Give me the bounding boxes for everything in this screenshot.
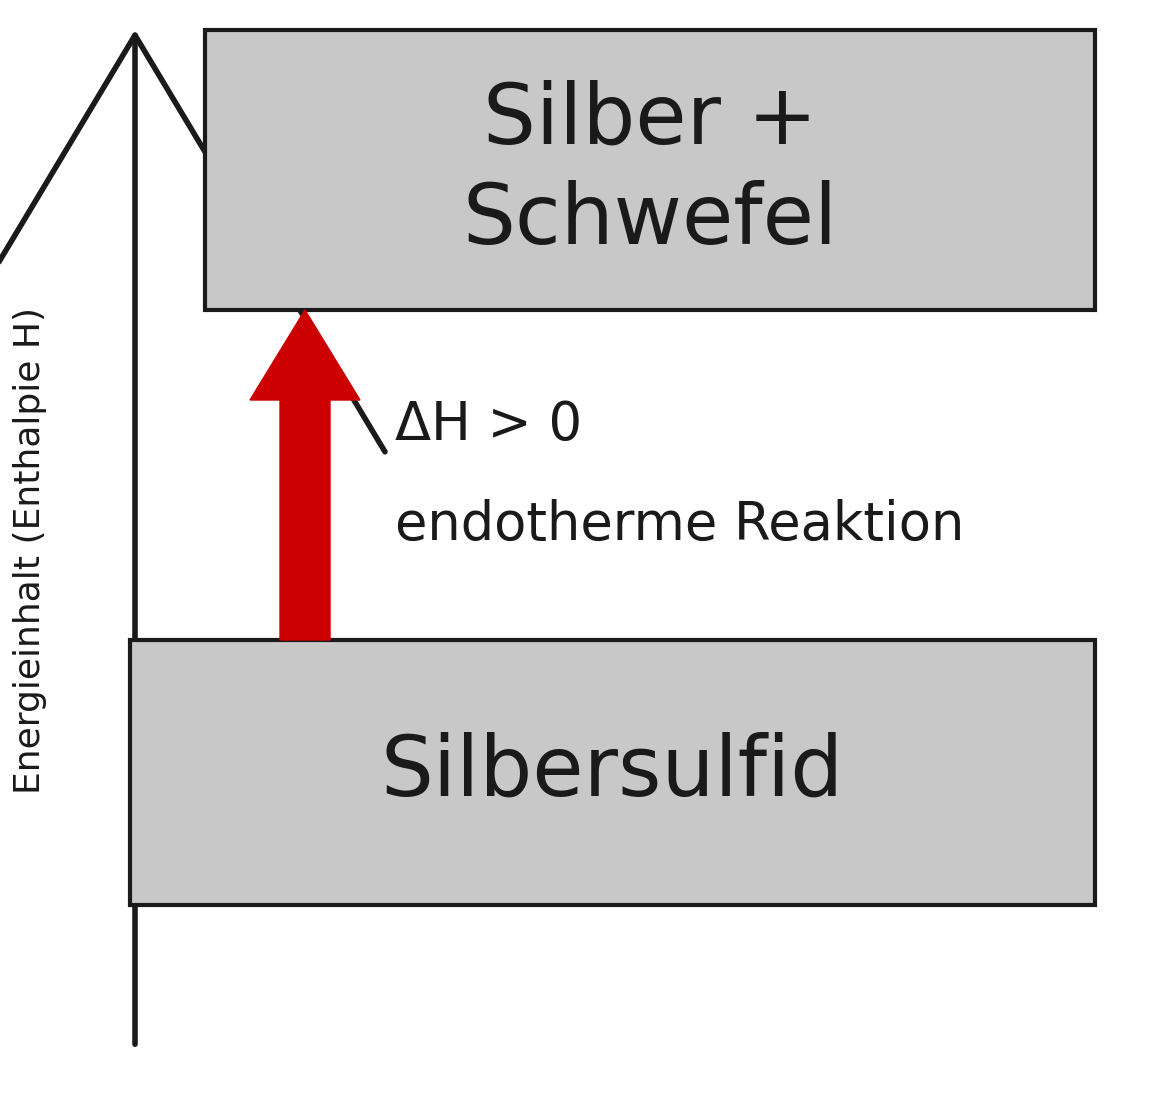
FancyArrow shape [250, 310, 359, 640]
Bar [205, 30, 1096, 310]
Text: Silbersulfid: Silbersulfid [381, 732, 844, 813]
Text: endotherme Reaktion: endotherme Reaktion [395, 499, 964, 551]
Bar [130, 640, 1096, 905]
Text: Silber +
Schwefel: Silber + Schwefel [462, 79, 838, 260]
Text: Energieinhalt (Enthalpie H): Energieinhalt (Enthalpie H) [13, 307, 47, 795]
Text: ΔH > 0: ΔH > 0 [395, 399, 582, 451]
